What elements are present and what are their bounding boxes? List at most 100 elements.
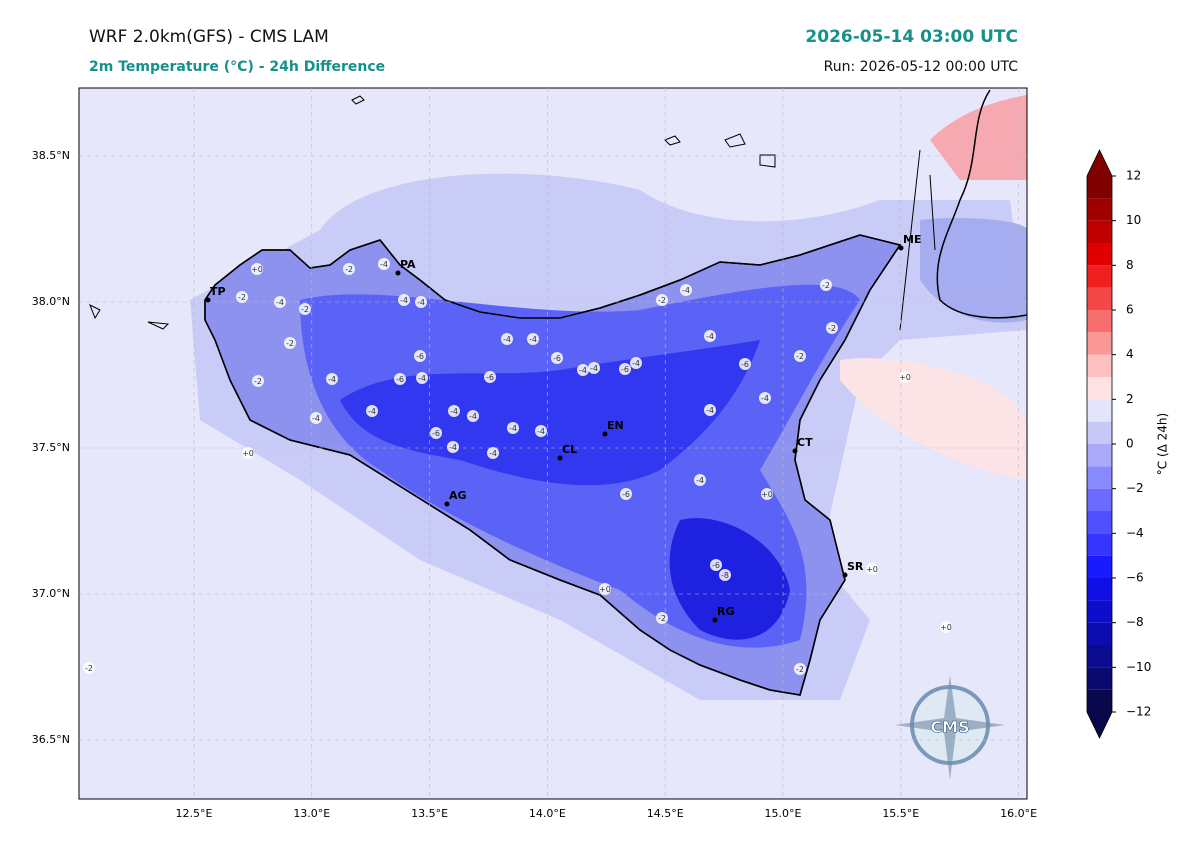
contour-label-bg <box>378 258 390 270</box>
contour-label: -4 <box>706 332 714 341</box>
subtitle: 2m Temperature (°C) - 24h Difference <box>89 59 385 75</box>
contour-label: +0 <box>866 565 878 574</box>
colorbar-band <box>1087 310 1112 333</box>
colorbar-band <box>1087 399 1112 422</box>
contour-label: -2 <box>658 296 666 305</box>
contour-label: -4 <box>417 298 425 307</box>
colorbar-tick-label: 0 <box>1126 437 1134 451</box>
contour-label-bg <box>83 662 95 674</box>
warm-sea <box>840 358 1027 480</box>
borders <box>899 149 936 331</box>
contour-label-bg <box>577 364 589 376</box>
city-marker <box>842 572 848 578</box>
contour-label-bg <box>447 441 459 453</box>
logo-text: CMS <box>930 718 969 737</box>
contour-label-bg <box>430 427 442 439</box>
lat-tick-label: 38.0°N <box>32 295 70 308</box>
city-marker <box>712 617 718 623</box>
colorbar-band <box>1087 466 1112 489</box>
contour-label: -4 <box>400 296 408 305</box>
contour-label-bg <box>794 350 806 362</box>
warm-calabria <box>930 95 1027 180</box>
contour-label: -2 <box>85 664 93 673</box>
contour-label: -6 <box>621 365 629 374</box>
contour-label-bg <box>620 488 632 500</box>
colorbar-band <box>1087 377 1112 400</box>
colorbar-tick-label: 2 <box>1126 392 1134 406</box>
contour-label-bg <box>415 296 427 308</box>
colorbar-label: °C (Δ 24h) <box>1156 413 1170 475</box>
map-area <box>79 88 1027 799</box>
city-label: RG <box>717 605 735 618</box>
run-time: Run: 2026-05-12 00:00 UTC <box>824 59 1019 75</box>
city-label: PA <box>400 258 416 271</box>
contour-label-bg <box>398 294 410 306</box>
cold-core-3 <box>669 518 790 640</box>
contour-label-bg <box>310 412 322 424</box>
contour-label: -2 <box>796 352 804 361</box>
contour-label-bg <box>251 263 263 275</box>
colorbar-tick-label: −8 <box>1126 615 1144 629</box>
colorbar-band <box>1087 600 1112 623</box>
colorbar-band <box>1087 667 1112 690</box>
contour-label: -4 <box>706 406 714 415</box>
colorbar-extend-bottom <box>1087 712 1112 738</box>
contour-label-bg <box>866 563 878 575</box>
contour-label-bg <box>236 291 248 303</box>
contour-label-bg <box>501 333 513 345</box>
colorbar-band <box>1087 689 1112 712</box>
contour-label-bg <box>535 425 547 437</box>
contour-label: -4 <box>529 335 537 344</box>
colorbar-tick-label: 12 <box>1126 169 1141 183</box>
contour-label-bg <box>794 663 806 675</box>
contour-label-bg <box>940 621 952 633</box>
contour-label-bg <box>694 474 706 486</box>
contour-label-bg <box>507 422 519 434</box>
contour-label-bg <box>252 375 264 387</box>
contour-label-bg <box>416 372 428 384</box>
map-frame <box>78 87 1028 800</box>
contour-label: -4 <box>380 260 388 269</box>
city-label: SR <box>847 560 864 573</box>
contour-label: -4 <box>761 394 769 403</box>
contour-label: -2 <box>301 305 309 314</box>
contour-label: -4 <box>469 412 477 421</box>
contour-label-bg <box>326 373 338 385</box>
contour-label-bg <box>820 279 832 291</box>
colorbar-tick-label: 4 <box>1126 347 1134 361</box>
contour-label: -4 <box>503 335 511 344</box>
contour-label: -4 <box>449 443 457 452</box>
colorbar-tick-label: −12 <box>1126 705 1151 719</box>
colorbar-band <box>1087 622 1112 645</box>
lat-tick-label: 36.5°N <box>32 733 70 746</box>
contour-label: -2 <box>658 614 666 623</box>
lat-tick-label: 38.5°N <box>32 149 70 162</box>
contour-label-bg <box>284 337 296 349</box>
colorbar-tick-label: −10 <box>1126 660 1151 674</box>
city-marker <box>205 297 211 303</box>
contour-label-bg <box>656 294 668 306</box>
contour-label-bg <box>366 405 378 417</box>
contour-label-bg <box>630 357 642 369</box>
contour-label-bg <box>719 569 731 581</box>
city-label: TP <box>210 285 226 298</box>
contour-label-bg <box>761 488 773 500</box>
colorbar-band <box>1087 354 1112 377</box>
colorbar-band <box>1087 511 1112 534</box>
city-label: AG <box>449 489 467 502</box>
city-label: CT <box>797 436 813 449</box>
colorbar-tick-label: 6 <box>1126 303 1134 317</box>
colorbar-band <box>1087 533 1112 556</box>
islands <box>89 95 776 330</box>
contour-label: -4 <box>368 407 376 416</box>
contour-label: -8 <box>721 571 729 580</box>
colorbar-band <box>1087 421 1112 444</box>
contour-label: +0 <box>599 585 611 594</box>
contour-label-bg <box>242 447 254 459</box>
contour-label: -4 <box>450 407 458 416</box>
contour-label: -6 <box>432 429 440 438</box>
colorbar-band <box>1087 287 1112 310</box>
contour-label-bg <box>739 358 751 370</box>
contour-label: +0 <box>251 265 263 274</box>
lon-tick-label: 13.5°E <box>411 807 448 820</box>
